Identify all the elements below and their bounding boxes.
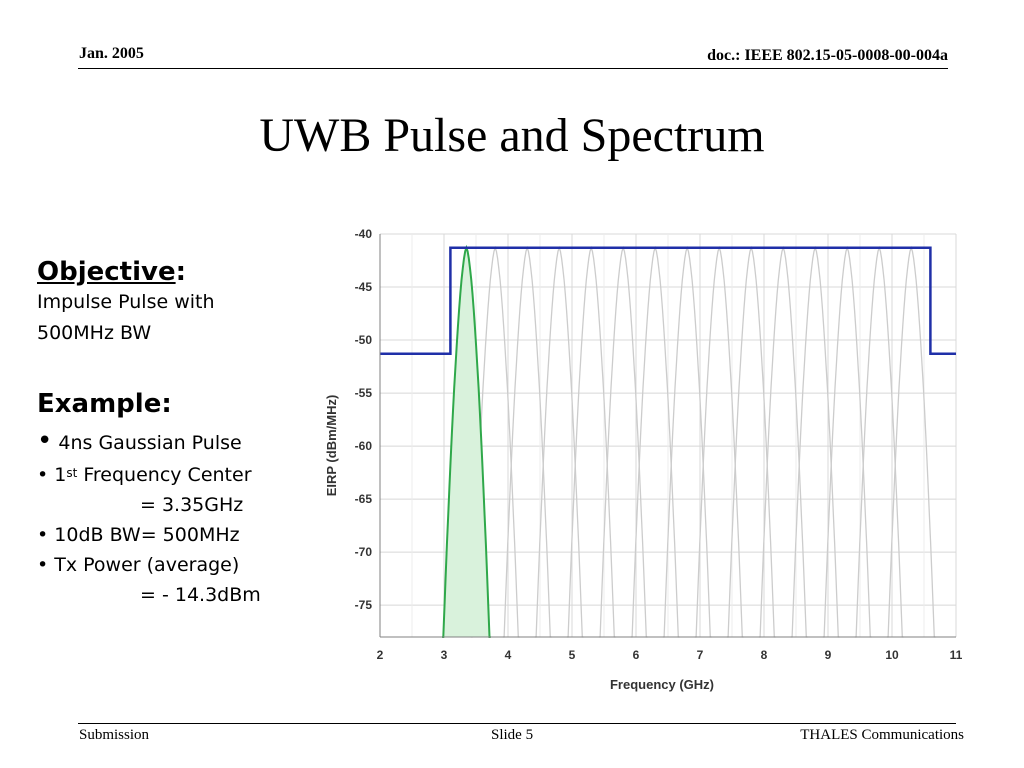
bullet-item-2: • 1st Frequency Center (37, 460, 317, 490)
y-tick-label: -60 (355, 439, 373, 453)
header-divider (78, 68, 948, 69)
footer-divider (78, 723, 956, 724)
bullet-marker: • (37, 426, 53, 456)
bullet-marker: • (37, 464, 49, 486)
chart-labels: 2 3 4 5 6 7 8 9 10 11 -40 -45 -50 -55 -60 -65 -70 -75 Freq… (324, 227, 963, 692)
y-tick-label: -40 (355, 227, 373, 241)
bullet-1-text: 4ns Gaussian Pulse (58, 432, 242, 454)
emission-mask (380, 246, 956, 356)
bullet-2-text: 1st Frequency Center (54, 464, 251, 486)
first-channel-lobe-fill (442, 247, 491, 638)
example-heading: Example: (37, 389, 172, 419)
gray-spectrum-lobes (470, 245, 936, 638)
footer-slide-number: Slide 5 (491, 727, 534, 743)
eirp-spectrum-chart: 2 3 4 5 6 7 8 9 10 11 -40 -45 -50 -55 -60 -65 -70 -75 Freq… (324, 227, 963, 692)
bullet-2-superscript: st (66, 466, 78, 480)
objective-line-2: 500MHz BW (37, 322, 152, 344)
objective-heading: Objective: (37, 254, 317, 290)
bullet-item-4: • Tx Power (average) (37, 550, 317, 580)
bullet-2-rest: Frequency Center (77, 464, 252, 486)
y-tick-label: -70 (355, 545, 373, 559)
document-id: doc.: IEEE 802.15-05-0008-00-004a (707, 47, 948, 64)
y-tick-label: -50 (355, 333, 373, 347)
x-tick-label: 3 (441, 648, 448, 662)
slide-title: UWB Pulse and Spectrum (259, 109, 765, 162)
objective-line-1: Impulse Pulse with (37, 291, 215, 313)
x-tick-label: 11 (950, 648, 963, 662)
x-tick-label: 5 (569, 648, 576, 662)
y-tick-label: -75 (355, 598, 373, 612)
emission-mask-line (380, 246, 956, 356)
bullet-item-3: • 10dB BW= 500MHz (37, 520, 317, 550)
slide-date: Jan. 2005 (79, 45, 144, 62)
bullet-item-1: • 4ns Gaussian Pulse (37, 428, 317, 458)
x-tick-label: 4 (505, 648, 512, 662)
x-tick-label: 9 (825, 648, 832, 662)
x-axis-title: Frequency (GHz) (610, 677, 714, 692)
bullet-4-continuation: = - 14.3dBm (140, 584, 261, 606)
left-text-block: Objective: Impulse Pulse with 500MHz BW … (37, 254, 317, 610)
x-tick-label: 8 (761, 648, 768, 662)
y-axis-title: EIRP (dBm/MHz) (324, 395, 339, 497)
bullet-2-continuation: = 3.35GHz (140, 494, 244, 516)
y-tick-label: -65 (355, 492, 373, 506)
footer-organization: THALES Communications (800, 727, 964, 743)
bullet-4-text: Tx Power (average) (54, 554, 240, 576)
bullet-2-number: 1 (54, 464, 67, 486)
x-tick-label: 2 (377, 648, 384, 662)
x-tick-label: 10 (885, 648, 899, 662)
y-tick-label: -55 (355, 386, 373, 400)
objective-heading-label: Objective (37, 257, 176, 287)
objective-heading-colon: : (175, 257, 187, 287)
bullet-marker: • (37, 524, 49, 546)
x-tick-label: 7 (697, 648, 704, 662)
bullet-marker: • (37, 554, 49, 576)
x-tick-label: 6 (633, 648, 640, 662)
chart-axes (379, 234, 956, 638)
footer-submission: Submission (79, 727, 150, 743)
bullet-3-text: 10dB BW= 500MHz (54, 524, 240, 546)
y-tick-label: -45 (355, 280, 373, 294)
